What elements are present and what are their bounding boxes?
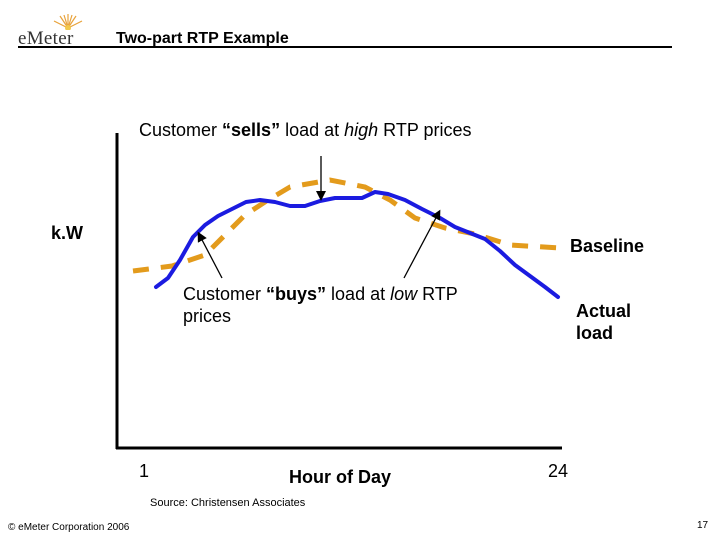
- page-number: 17: [697, 520, 709, 531]
- actual-load-label: Actual load: [576, 301, 632, 343]
- x-axis-label: Hour of Day: [289, 467, 392, 487]
- sunburst-icon: [53, 14, 83, 30]
- header-divider: [18, 46, 672, 48]
- buys-arrow-right: [403, 209, 441, 279]
- x-axis-start-label: 1: [139, 461, 150, 481]
- actual-load-curve: [154, 190, 560, 299]
- copyright-notice: © eMeter Corporation 2006: [8, 522, 130, 533]
- baseline-label: Baseline: [570, 236, 645, 256]
- y-axis-label: k.W: [51, 223, 84, 243]
- buys-arrow-left: [197, 231, 223, 279]
- buys-annotation: Customer “buys” load at low RTP prices: [183, 284, 458, 326]
- emeter-logo: eMeter: [18, 14, 102, 49]
- logo-text: eMeter: [18, 28, 74, 49]
- x-axis-end-label: 24: [548, 461, 569, 481]
- sells-annotation: Customer “sells” load at high RTP prices: [139, 120, 472, 140]
- slide-title: Two-part RTP Example: [116, 30, 289, 47]
- baseline-curve: [132, 177, 561, 274]
- source-citation: Source: Christensen Associates: [150, 497, 306, 509]
